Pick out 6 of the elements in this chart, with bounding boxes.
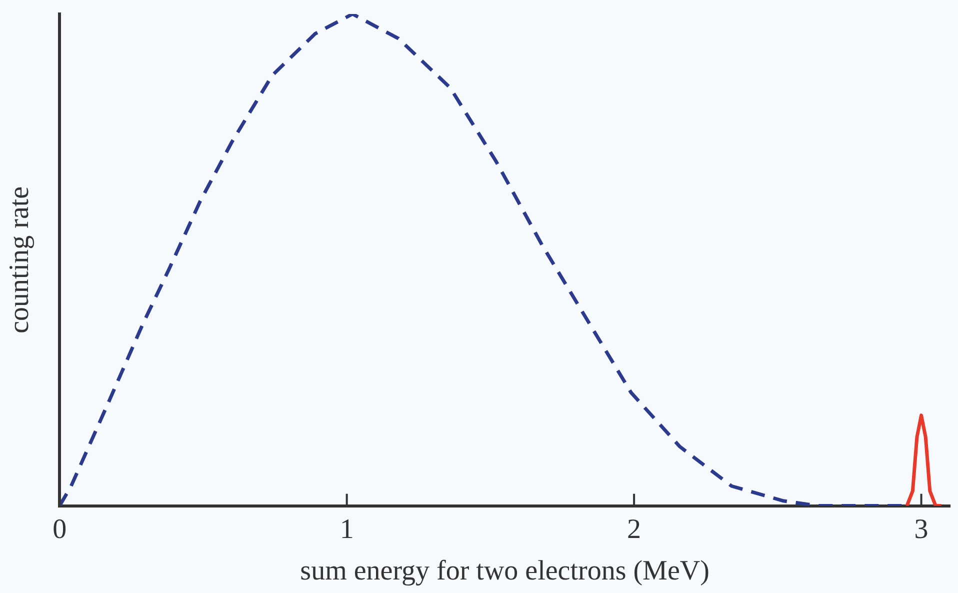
y-axis-title: counting rate [4, 186, 36, 334]
x-tick-label: 3 [914, 514, 928, 545]
x-tick-label: 2 [627, 514, 642, 545]
x-tick-label: 0 [52, 514, 67, 545]
x-tick-label: 1 [340, 514, 354, 545]
x-axis-title: sum energy for two electrons (MeV) [300, 556, 710, 587]
